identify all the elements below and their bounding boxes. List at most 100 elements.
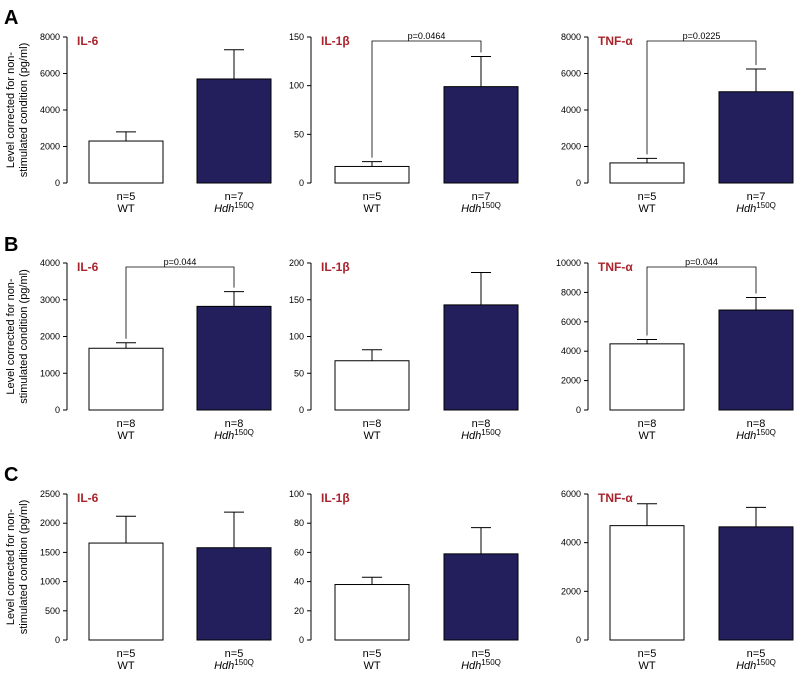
y-tick-label: 8000 xyxy=(40,32,60,42)
y-axis-label-line2: stimulated condition (pg/ml) xyxy=(18,500,30,635)
category-name-label: Hdh150Q xyxy=(461,658,501,672)
y-tick-label: 4000 xyxy=(40,105,60,115)
category-n-label: n=5 xyxy=(638,648,657,660)
significance-bracket xyxy=(646,40,757,155)
y-tick-label: 3000 xyxy=(40,295,60,305)
category-n-label: n=8 xyxy=(747,418,766,430)
bar-wt xyxy=(334,584,410,641)
chart-title: TNF-α xyxy=(598,34,633,48)
y-tick-label: 2000 xyxy=(40,142,60,152)
y-axis-label: Level corrected for non-stimulated condi… xyxy=(5,269,30,404)
category-name-label: Hdh150Q xyxy=(214,201,254,215)
category-n-label: n=8 xyxy=(225,418,244,430)
bar-wt xyxy=(334,165,410,184)
category-n-label: n=8 xyxy=(363,418,382,430)
p-value-label: p=0.0464 xyxy=(408,31,446,41)
chart-title: TNF-α xyxy=(598,260,633,274)
category-name-superscript: 150Q xyxy=(756,201,776,210)
category-name-superscript: 150Q xyxy=(481,658,501,667)
y-tick-label: 100 xyxy=(289,489,304,499)
y-tick-label: 500 xyxy=(45,606,60,616)
category-name-label: Hdh150Q xyxy=(736,428,776,442)
y-axis-label-line1: Level corrected for non- xyxy=(5,52,17,169)
y-tick-label: 0 xyxy=(55,635,60,645)
category-name-label: WT xyxy=(638,430,655,442)
y-tick-label: 40 xyxy=(294,577,304,587)
category-name-label: Hdh150Q xyxy=(214,658,254,672)
y-tick-label: 50 xyxy=(294,368,304,378)
y-tick-label: 0 xyxy=(299,405,304,415)
chart-title: IL-1β xyxy=(321,491,350,505)
category-name-italic: Hdh xyxy=(461,660,481,672)
significance-bracket xyxy=(125,266,235,339)
y-tick-label: 150 xyxy=(289,295,304,305)
category-name-label: Hdh150Q xyxy=(736,201,776,215)
category-n-label: n=7 xyxy=(747,191,766,203)
panel-letter-a: A xyxy=(4,7,18,29)
bar-wt xyxy=(88,542,164,641)
category-name-superscript: 150Q xyxy=(756,428,776,437)
y-tick-label: 10000 xyxy=(556,258,581,268)
y-tick-label: 2500 xyxy=(40,489,60,499)
y-tick-label: 80 xyxy=(294,518,304,528)
y-axis-label-line1: Level corrected for non- xyxy=(5,509,17,626)
bar-hdh150q xyxy=(443,304,519,411)
y-tick-label: 2000 xyxy=(40,332,60,342)
bar-wt xyxy=(609,343,685,411)
category-n-label: n=5 xyxy=(472,648,491,660)
category-name-label: WT xyxy=(117,660,134,672)
chart-title: IL-6 xyxy=(77,260,99,274)
category-name-superscript: 150Q xyxy=(234,201,254,210)
category-name-superscript: 150Q xyxy=(481,201,501,210)
y-tick-label: 8000 xyxy=(561,32,581,42)
bar-hdh150q xyxy=(443,86,519,184)
y-tick-label: 4000 xyxy=(561,105,581,115)
category-n-label: n=5 xyxy=(747,648,766,660)
y-tick-label: 50 xyxy=(294,129,304,139)
y-tick-label: 2000 xyxy=(40,518,60,528)
category-n-label: n=8 xyxy=(638,418,657,430)
category-n-label: n=8 xyxy=(472,418,491,430)
category-name-superscript: 150Q xyxy=(234,658,254,667)
bar-hdh150q xyxy=(196,547,272,641)
category-n-label: n=5 xyxy=(363,648,382,660)
p-value-label: p=0.044 xyxy=(164,257,197,267)
y-tick-label: 4000 xyxy=(40,258,60,268)
y-tick-label: 4000 xyxy=(561,538,581,548)
category-name-italic: Hdh xyxy=(736,660,756,672)
y-tick-label: 2000 xyxy=(561,376,581,386)
panel-letter-b: B xyxy=(4,234,18,256)
y-tick-label: 0 xyxy=(299,178,304,188)
y-axis-label: Level corrected for non-stimulated condi… xyxy=(5,500,30,635)
category-name-label: Hdh150Q xyxy=(214,428,254,442)
category-n-label: n=5 xyxy=(117,191,136,203)
category-name-superscript: 150Q xyxy=(481,428,501,437)
y-tick-label: 6000 xyxy=(561,69,581,79)
category-name-label: WT xyxy=(117,203,134,215)
y-tick-label: 0 xyxy=(55,178,60,188)
category-n-label: n=8 xyxy=(117,418,136,430)
y-tick-label: 4000 xyxy=(561,346,581,356)
bar-hdh150q xyxy=(718,309,794,411)
category-name-superscript: 150Q xyxy=(756,658,776,667)
y-axis-label-line2: stimulated condition (pg/ml) xyxy=(18,269,30,404)
bar-wt xyxy=(88,347,164,411)
category-name-label: WT xyxy=(363,430,380,442)
bar-hdh150q xyxy=(443,553,519,641)
category-n-label: n=5 xyxy=(638,191,657,203)
y-tick-label: 6000 xyxy=(561,489,581,499)
bar-wt xyxy=(88,140,164,184)
chart-title: TNF-α xyxy=(598,491,633,505)
y-tick-label: 0 xyxy=(576,405,581,415)
chart-title: IL-1β xyxy=(321,260,350,274)
category-name-italic: Hdh xyxy=(736,203,756,215)
category-name-label: WT xyxy=(638,203,655,215)
bar-wt xyxy=(334,360,410,411)
category-name-label: WT xyxy=(117,430,134,442)
y-tick-label: 6000 xyxy=(561,317,581,327)
y-tick-label: 2000 xyxy=(561,586,581,596)
